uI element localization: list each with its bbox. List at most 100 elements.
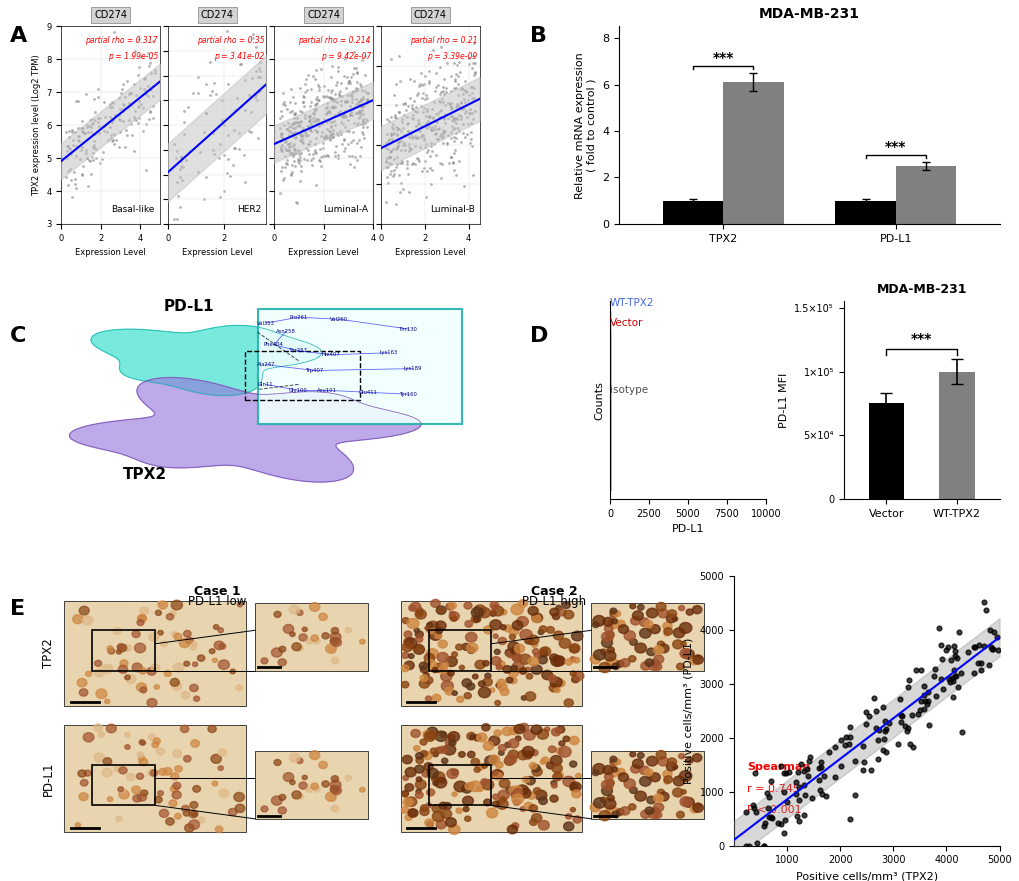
Point — [383, 135, 399, 149]
Point — [391, 73, 408, 87]
Point — [348, 82, 365, 96]
Point — [452, 95, 469, 109]
Point — [384, 122, 400, 137]
Point — [130, 99, 147, 113]
Circle shape — [464, 692, 471, 699]
Point — [394, 97, 411, 111]
Circle shape — [218, 766, 223, 770]
Point — [310, 93, 326, 107]
Point — [388, 139, 405, 153]
Circle shape — [137, 683, 147, 692]
Point — [946, 643, 962, 657]
Circle shape — [656, 648, 662, 653]
Circle shape — [592, 622, 598, 627]
Point — [278, 101, 294, 115]
Circle shape — [426, 627, 432, 632]
Circle shape — [593, 797, 605, 808]
Point — [465, 168, 481, 182]
Point — [429, 132, 445, 146]
Point — [399, 124, 416, 138]
Circle shape — [140, 607, 149, 615]
Circle shape — [289, 780, 294, 785]
Circle shape — [212, 781, 217, 786]
Circle shape — [445, 656, 457, 667]
Point — [66, 165, 83, 179]
Point — [301, 146, 317, 160]
Point — [83, 125, 99, 139]
Circle shape — [427, 768, 438, 778]
Point — [938, 640, 955, 654]
Circle shape — [600, 797, 606, 803]
Point — [103, 100, 119, 114]
Circle shape — [528, 606, 538, 615]
Point — [112, 102, 128, 116]
Point — [423, 177, 439, 191]
Circle shape — [164, 670, 171, 677]
Text: Spearman: Spearman — [747, 762, 810, 773]
Point — [382, 167, 398, 181]
Circle shape — [497, 679, 504, 686]
Point — [250, 70, 266, 84]
Point — [458, 85, 474, 99]
Point — [346, 84, 363, 98]
Point — [130, 110, 147, 124]
Circle shape — [511, 793, 516, 797]
Point — [383, 52, 399, 66]
Circle shape — [632, 759, 643, 768]
Point — [284, 127, 301, 141]
Point — [434, 130, 450, 144]
Point — [396, 95, 413, 109]
Point — [464, 112, 480, 126]
Circle shape — [448, 612, 459, 620]
Point — [308, 95, 324, 109]
X-axis label: Expression Level: Expression Level — [288, 248, 359, 257]
Point — [912, 663, 928, 677]
Circle shape — [647, 774, 652, 780]
Point — [451, 64, 468, 78]
Circle shape — [523, 751, 532, 759]
Circle shape — [405, 767, 416, 777]
Point — [395, 136, 412, 150]
Point — [294, 89, 311, 103]
Point — [409, 105, 425, 119]
Circle shape — [209, 648, 215, 654]
Point — [324, 93, 340, 107]
Point — [409, 122, 425, 137]
Point — [418, 102, 434, 116]
Point — [286, 130, 303, 144]
Circle shape — [404, 638, 413, 646]
Point — [421, 109, 437, 123]
Circle shape — [536, 729, 548, 739]
Circle shape — [172, 791, 181, 799]
Circle shape — [424, 763, 433, 771]
Circle shape — [138, 752, 144, 758]
Point — [118, 73, 135, 87]
Circle shape — [215, 826, 223, 833]
Point — [384, 117, 400, 131]
Point — [282, 82, 299, 96]
Point — [307, 143, 323, 157]
Circle shape — [169, 611, 176, 616]
Point — [78, 118, 95, 132]
Point — [462, 106, 478, 120]
Point — [303, 116, 319, 130]
Point — [347, 81, 364, 95]
Circle shape — [503, 625, 512, 632]
Circle shape — [673, 776, 684, 786]
Circle shape — [330, 781, 340, 789]
Point — [325, 100, 341, 115]
Point — [137, 71, 153, 85]
Point — [329, 128, 345, 142]
Point — [353, 140, 369, 154]
Circle shape — [499, 688, 508, 696]
Text: B: B — [530, 26, 547, 47]
Circle shape — [498, 779, 510, 788]
Point — [309, 124, 325, 138]
Circle shape — [508, 626, 519, 635]
Circle shape — [528, 657, 538, 666]
Point — [70, 122, 87, 136]
Circle shape — [433, 663, 444, 672]
Circle shape — [549, 654, 558, 662]
Point — [110, 91, 126, 105]
Point — [79, 125, 96, 139]
